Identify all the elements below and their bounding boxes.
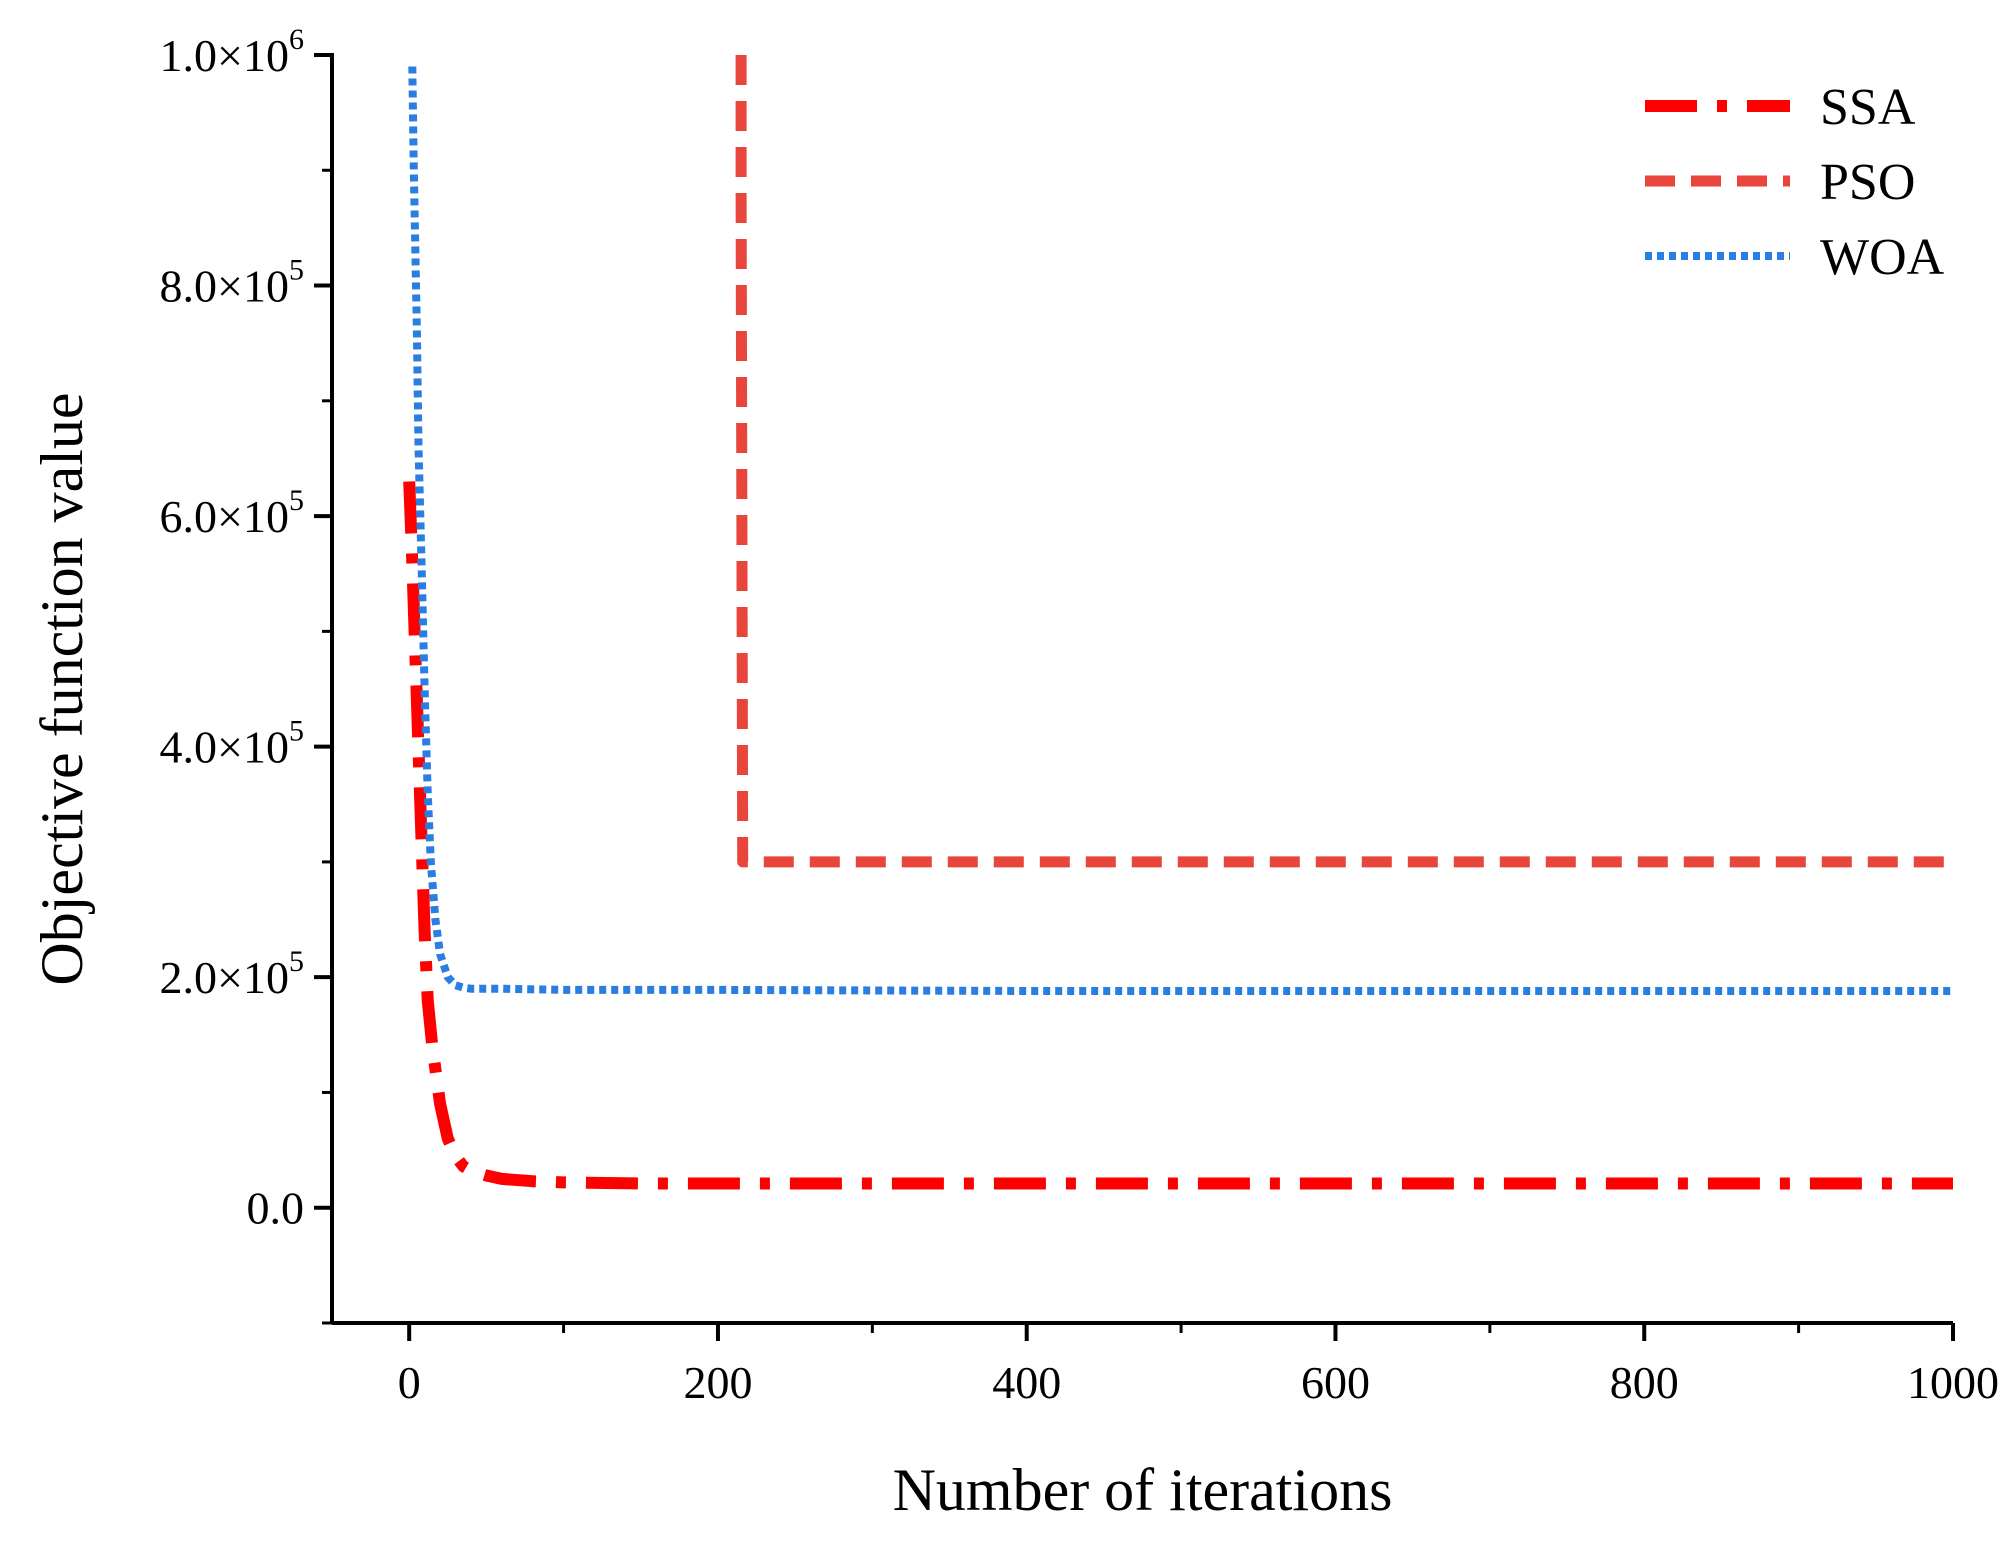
x-tick-label: 600 xyxy=(1301,1357,1370,1408)
y-tick-label: 4.0×105 xyxy=(160,715,304,773)
x-tick-label: 400 xyxy=(992,1357,1061,1408)
y-tick-label: 0.0 xyxy=(247,1183,305,1234)
x-tick-label: 800 xyxy=(1610,1357,1679,1408)
legend-label-ssa: SSA xyxy=(1820,79,1916,136)
series-line-pso xyxy=(735,55,1953,868)
x-axis-title: Number of iterations xyxy=(893,1457,1393,1523)
y-tick-label: 1.0×106 xyxy=(160,23,304,81)
y-tick-label: 6.0×105 xyxy=(160,484,304,542)
legend-label-pso: PSO xyxy=(1820,154,1915,211)
y-axis-title: Objective function value xyxy=(29,392,95,985)
x-ticks: 0 200 400 600 800 1000 xyxy=(398,1323,1999,1408)
x-tick-label: 1000 xyxy=(1907,1357,1999,1408)
series-layer xyxy=(403,55,1953,1190)
y-ticks: 0.0 2.0×105 4.0×105 6.0×105 8.0×105 1.0×106 xyxy=(160,23,332,1325)
y-tick-label: 2.0×105 xyxy=(160,945,304,1003)
legend: SSA PSO WOA xyxy=(1645,79,1945,286)
series-line-woa xyxy=(408,66,1953,995)
series-line-ssa xyxy=(403,481,1953,1190)
axes xyxy=(330,53,1953,1325)
x-tick-label: 0 xyxy=(398,1357,421,1408)
legend-label-woa: WOA xyxy=(1820,229,1945,286)
x-tick-label: 200 xyxy=(683,1357,752,1408)
y-tick-label: 8.0×105 xyxy=(160,254,304,312)
